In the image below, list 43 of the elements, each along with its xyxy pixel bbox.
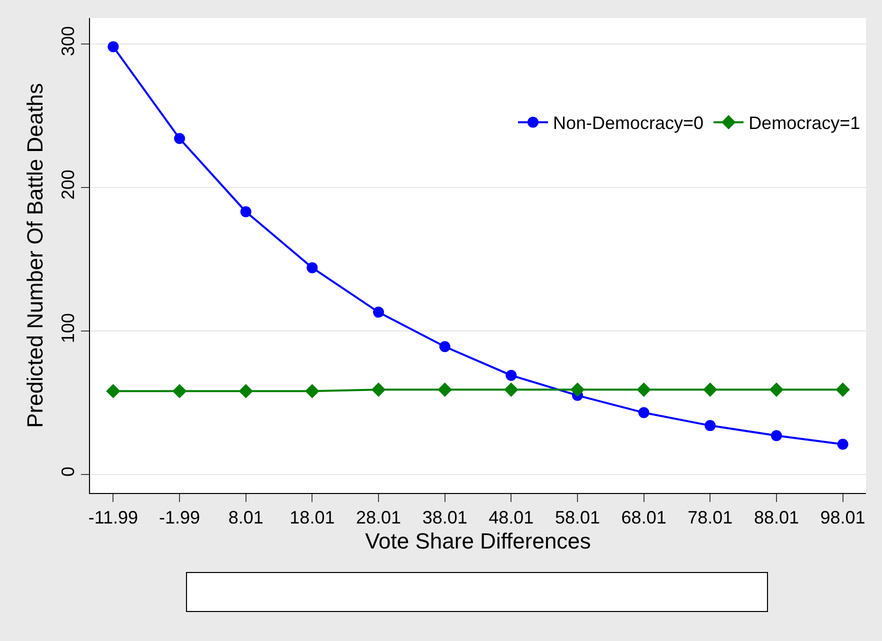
x-tick-label: 98.01 (820, 508, 866, 528)
point (636, 382, 651, 397)
point (238, 384, 254, 398)
point (439, 341, 450, 352)
legend-label: Non-Democracy=0 (553, 113, 704, 134)
point (305, 384, 320, 398)
point (371, 382, 386, 397)
x-tick-label: -1.99 (159, 508, 200, 528)
point (770, 430, 782, 442)
point (373, 306, 384, 318)
x-tick-label: 68.01 (621, 508, 666, 528)
y-tick-label: 200 (58, 170, 78, 200)
point (174, 133, 186, 144)
point (240, 206, 252, 218)
point (638, 407, 650, 418)
x-tick-label: 18.01 (290, 508, 335, 528)
point (704, 420, 716, 432)
y-tick-label: 0 (58, 466, 78, 477)
y-axis-title: Predicted Number Of Battle Deaths (22, 83, 48, 428)
point (506, 370, 517, 381)
point (438, 382, 452, 397)
x-tick-label: 88.01 (754, 508, 799, 528)
point (504, 382, 518, 397)
x-tick-label: 48.01 (488, 508, 534, 528)
x-tick-label: 28.01 (356, 508, 402, 528)
x-tick-label: 8.01 (228, 508, 264, 528)
point (836, 382, 850, 397)
point (106, 384, 120, 398)
point (570, 382, 585, 397)
x-tick-label: 78.01 (688, 508, 733, 528)
point (769, 382, 784, 397)
y-tick-label: 100 (58, 313, 78, 344)
legend-label: Democracy=1 (748, 113, 860, 134)
point (702, 382, 718, 397)
point (172, 384, 187, 398)
x-tick-label: -11.99 (88, 508, 138, 528)
point (108, 41, 119, 52)
x-tick-label: 58.01 (554, 508, 600, 528)
point (306, 262, 318, 274)
x-tick-label: 38.01 (422, 508, 468, 528)
y-tick-label: 300 (58, 26, 78, 56)
point (837, 438, 848, 450)
x-axis-title: Vote Share Differences (365, 528, 591, 554)
